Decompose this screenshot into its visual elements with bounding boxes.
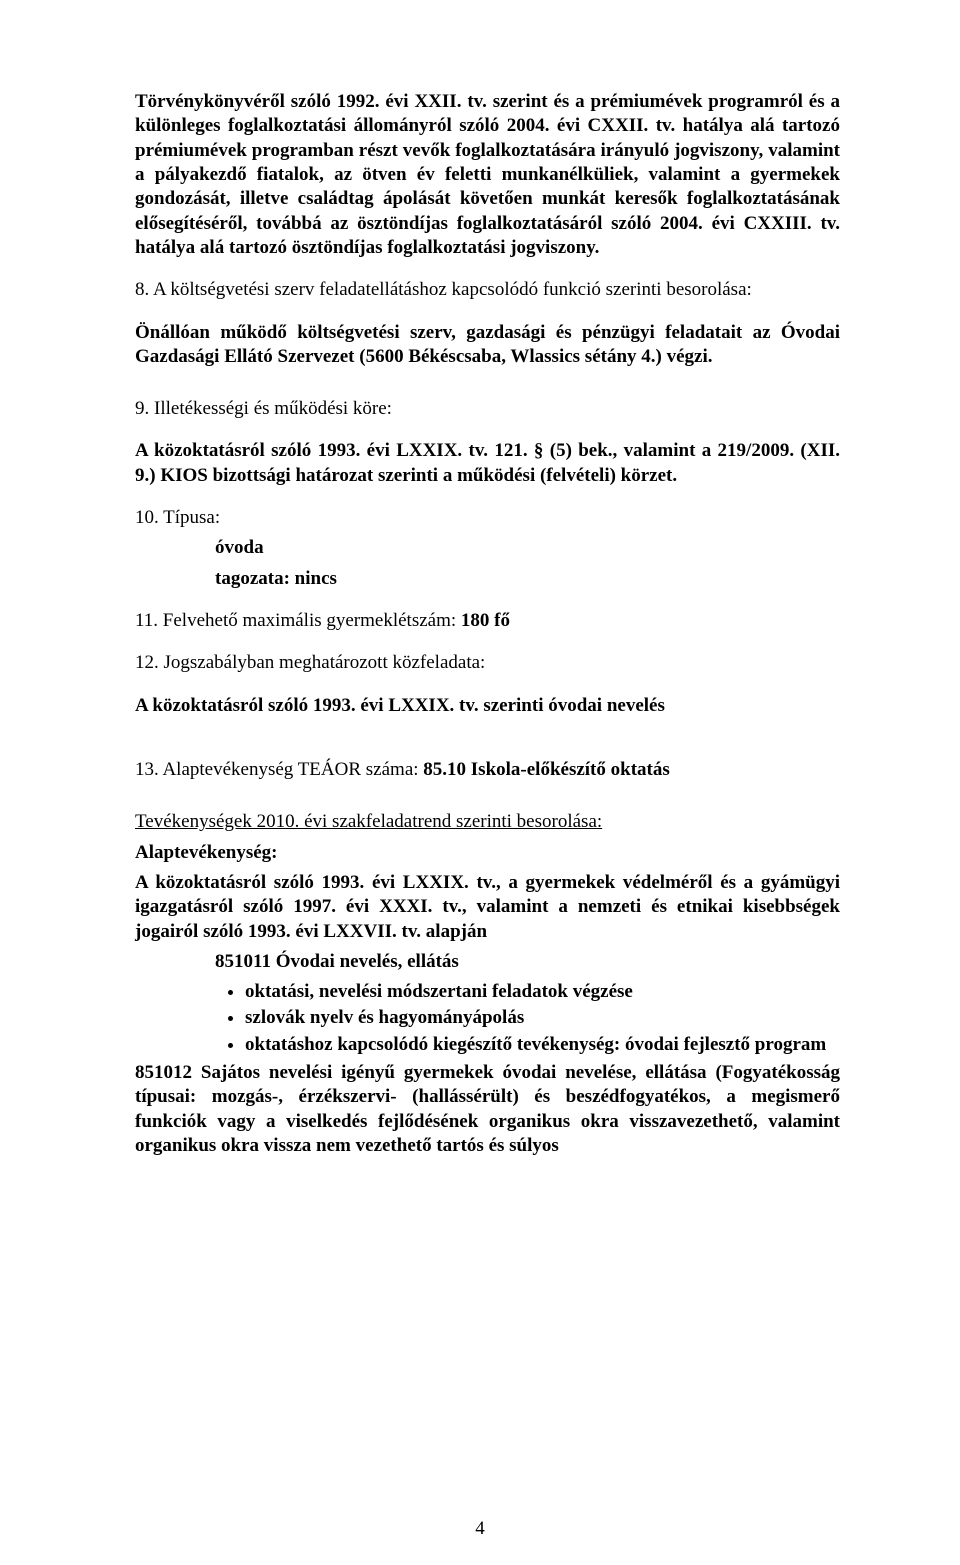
base-activity-body: A közoktatásról szóló 1993. évi LXXIX. t… [135, 871, 840, 944]
section-13: 13. Alaptevékenység TEÁOR száma: 85.10 I… [135, 758, 840, 782]
page-number: 4 [0, 1517, 960, 1541]
code-851012-block: 851012 Sajátos nevelési igényű gyermekek… [135, 1061, 840, 1158]
section-10-line2: tagozata: nincs [215, 567, 840, 591]
bullet-item: szlovák nyelv és hagyományápolás [245, 1006, 840, 1030]
section-7-continuation: Törvénykönyvéről szóló 1992. évi XXII. t… [135, 90, 840, 260]
section-9-body: A közoktatásról szóló 1993. évi LXXIX. t… [135, 439, 840, 488]
section-11-lead: 11. Felvehető maximális gyermeklétszám: [135, 610, 461, 631]
section-8-body: Önállóan működő költségvetési szerv, gaz… [135, 321, 840, 370]
section-10-heading: 10. Típusa: [135, 506, 840, 530]
section-11-value: 180 fő [461, 610, 510, 631]
code-851011-bullets: oktatási, nevelési módszertani feladatok… [135, 980, 840, 1057]
section-10-line1: óvoda [215, 536, 840, 560]
section-11: 11. Felvehető maximális gyermeklétszám: … [135, 609, 840, 633]
section-9-heading: 9. Illetékességi és működési köre: [135, 397, 840, 421]
section-13-lead: 13. Alaptevékenység TEÁOR száma: [135, 759, 423, 780]
activities-title-text: Tevékenységek 2010. évi szakfeladatrend … [135, 811, 602, 832]
section-12-heading: 12. Jogszabályban meghatározott közfelad… [135, 651, 840, 675]
base-activity-label: Alaptevékenység: [135, 841, 840, 865]
code-851011: 851011 Óvodai nevelés, ellátás [215, 950, 840, 974]
section-12-body: A közoktatásról szóló 1993. évi LXXIX. t… [135, 694, 840, 718]
activities-title: Tevékenységek 2010. évi szakfeladatrend … [135, 810, 840, 834]
bullet-item: oktatási, nevelési módszertani feladatok… [245, 980, 840, 1004]
section-13-value: 85.10 Iskola-előkészítő oktatás [423, 759, 669, 780]
page: Törvénykönyvéről szóló 1992. évi XXII. t… [0, 0, 960, 1565]
section-8-heading: 8. A költségvetési szerv feladatellátásh… [135, 278, 840, 302]
bullet-item: oktatáshoz kapcsolódó kiegészítő tevéken… [245, 1033, 840, 1057]
